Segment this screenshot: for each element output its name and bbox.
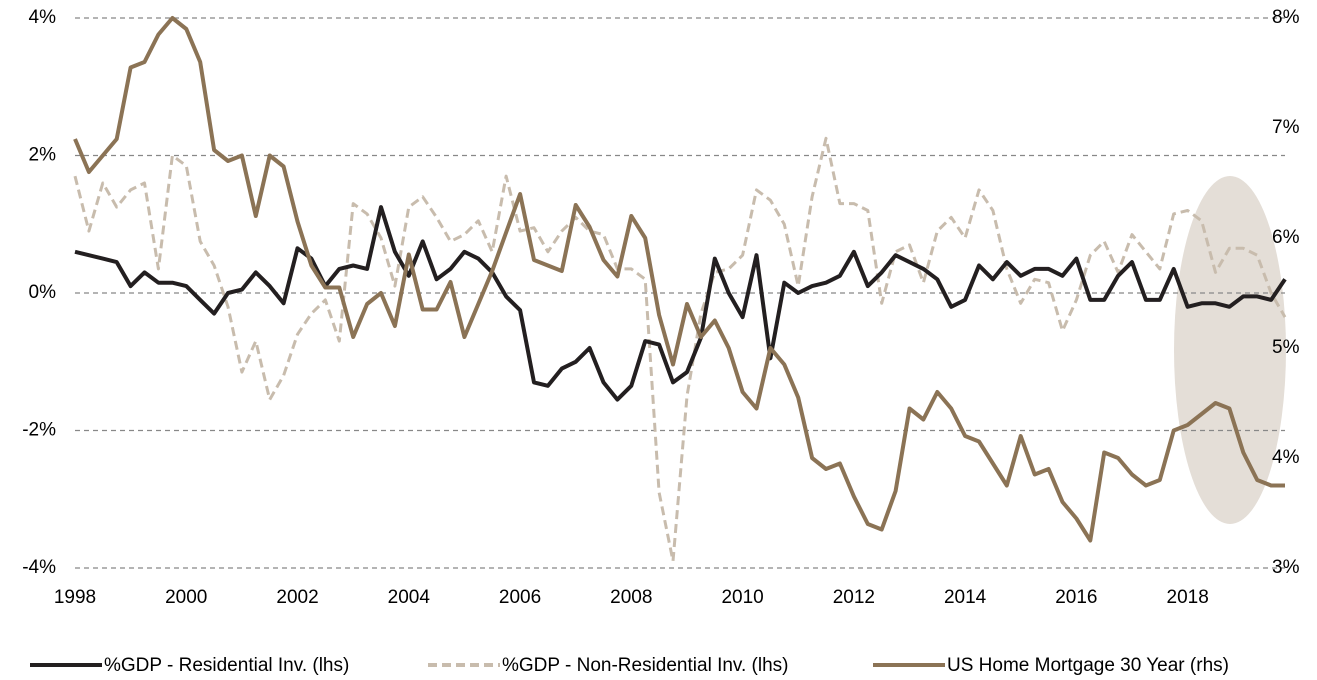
y2-tick-label: 4% — [1272, 447, 1300, 468]
x-tick-label: 2008 — [610, 587, 652, 608]
y2-tick-label: 6% — [1272, 227, 1300, 248]
x-tick-label: 2014 — [944, 587, 987, 608]
series-line — [73, 136, 1287, 563]
y2-tick-label: 8% — [1272, 7, 1300, 28]
y-tick-label: 4% — [29, 7, 57, 28]
legend-label: %GDP - Residential Inv. (lhs) — [104, 655, 349, 676]
highlight-ellipse — [1174, 176, 1286, 524]
x-tick-label: 2006 — [499, 587, 541, 608]
legend-label: %GDP - Non-Residential Inv. (lhs) — [502, 655, 789, 676]
y2-tick-label: 5% — [1272, 337, 1300, 358]
x-tick-label: 2004 — [388, 587, 431, 608]
y-tick-label: 0% — [29, 282, 57, 303]
x-tick-label: 2000 — [165, 587, 207, 608]
series-line — [74, 205, 1287, 402]
x-tick-label: 1998 — [54, 587, 96, 608]
y-tick-label: -2% — [22, 420, 56, 441]
y-tick-label: 2% — [29, 145, 57, 166]
x-tick-label: 2016 — [1055, 587, 1097, 608]
legend-label: US Home Mortgage 30 Year (rhs) — [947, 655, 1229, 676]
x-tick-label: 2002 — [276, 587, 318, 608]
y2-tick-label: 7% — [1272, 117, 1300, 138]
y-tick-label: -4% — [22, 557, 56, 578]
x-tick-label: 2018 — [1167, 587, 1209, 608]
x-tick-label: 2012 — [833, 587, 875, 608]
x-tick-label: 2010 — [721, 587, 763, 608]
series-line — [73, 16, 1285, 543]
y2-tick-label: 3% — [1272, 557, 1300, 578]
